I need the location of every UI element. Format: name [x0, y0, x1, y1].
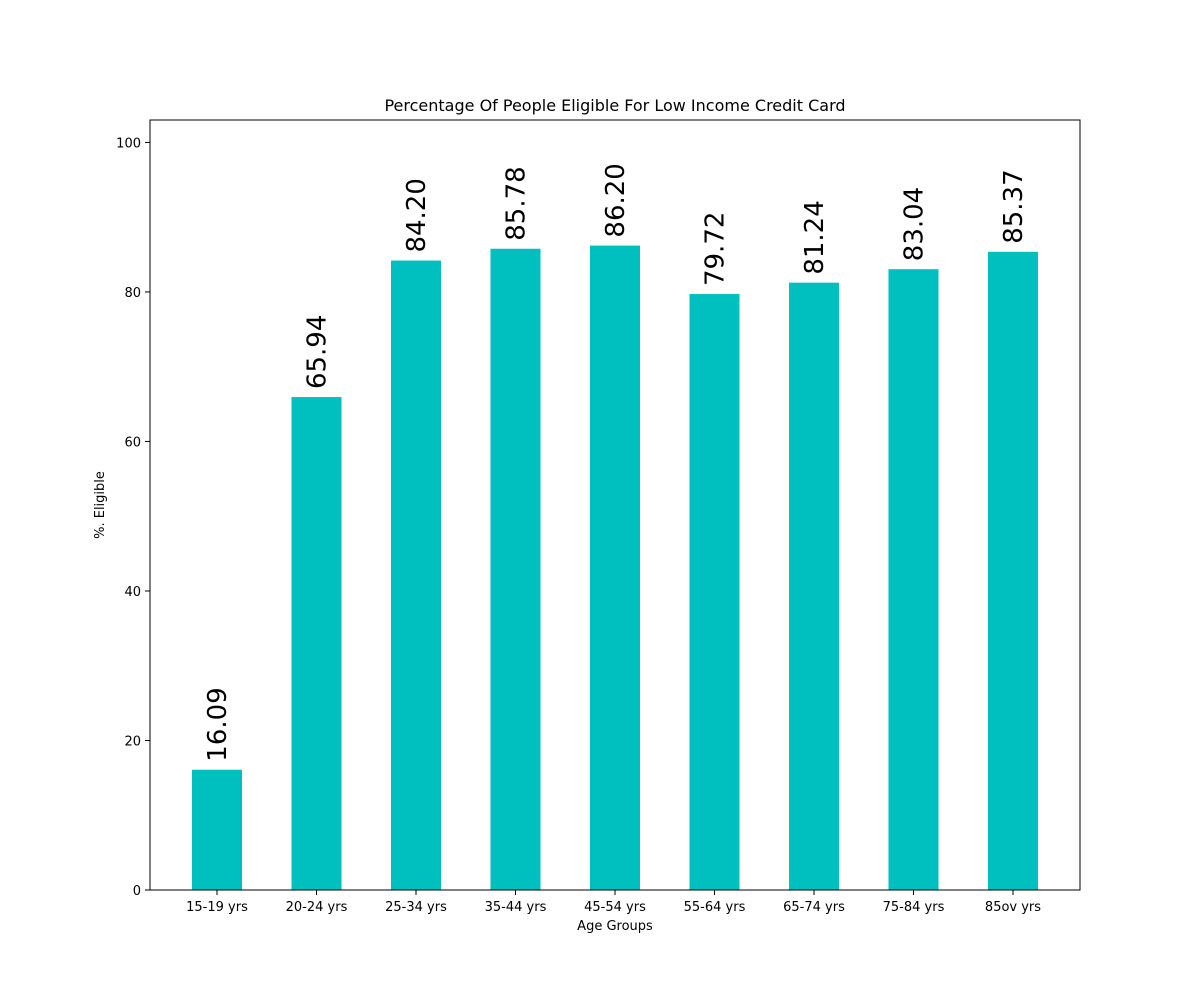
bar	[789, 282, 839, 890]
bar	[988, 251, 1038, 890]
x-axis-ticks: 15-19 yrs 20-24 yrs 25-34 yrs 35-44 yrs 45-5…	[186, 890, 1041, 915]
bar	[689, 294, 740, 891]
bar	[888, 269, 939, 890]
bar-value-label: 85.37	[999, 169, 1029, 243]
x-tick-label: 45-54 yrs	[584, 900, 646, 915]
bar	[192, 769, 242, 890]
x-tick-label: 15-19 yrs	[186, 900, 248, 915]
x-tick-label: 25-34 yrs	[385, 900, 447, 915]
x-tick-label: 65-74 yrs	[783, 900, 845, 915]
bar	[391, 260, 441, 890]
bar-value-label: 81.24	[800, 200, 830, 274]
y-axis-ticks: 0 20 40 60 80 100	[116, 136, 150, 899]
plot-frame	[149, 119, 1081, 891]
y-tick-label: 80	[124, 286, 141, 301]
x-tick-label: 85ov yrs	[985, 900, 1041, 915]
bars-group	[192, 245, 1038, 891]
bar	[590, 245, 640, 891]
y-axis-label: %. Eligible	[93, 471, 108, 539]
y-tick-label: 60	[124, 435, 141, 450]
bar-value-label: 83.04	[900, 187, 930, 261]
data-labels-group: 16.09 65.94 84.20 85.78 86.20 79.72 81.24 83.04…	[203, 163, 1029, 762]
x-axis-label: Age Groups	[577, 919, 653, 934]
y-tick-label: 100	[116, 136, 141, 151]
bar-value-label: 65.94	[303, 315, 333, 389]
bar-value-label: 79.72	[701, 212, 731, 286]
bar-value-label: 85.78	[502, 166, 532, 240]
chart-title: Percentage Of People Eligible For Low In…	[384, 96, 845, 115]
x-tick-label: 35-44 yrs	[485, 900, 547, 915]
bar-value-label: 84.20	[402, 178, 432, 252]
y-tick-label: 40	[124, 585, 141, 600]
bar-value-label: 16.09	[203, 687, 233, 761]
x-tick-label: 55-64 yrs	[684, 900, 746, 915]
x-tick-label: 75-84 yrs	[883, 900, 945, 915]
y-tick-label: 20	[124, 734, 141, 749]
bar	[291, 397, 342, 890]
bar	[490, 248, 541, 890]
x-tick-label: 20-24 yrs	[286, 900, 348, 915]
bar-value-label: 86.20	[601, 163, 631, 237]
y-tick-label: 0	[133, 884, 141, 899]
